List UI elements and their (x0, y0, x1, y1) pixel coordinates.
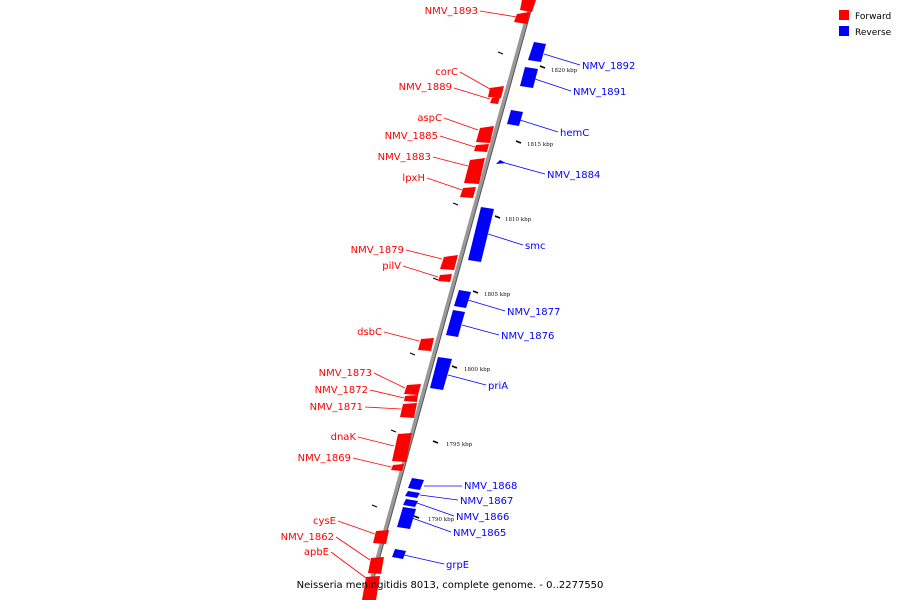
tick-1810: 1810 kbp (494, 215, 532, 223)
gene-NMV_1885[interactable] (474, 144, 489, 152)
tick-1800: 1800 kbp (451, 365, 491, 373)
label-NMV_1884[interactable]: NMV_1884 (547, 170, 600, 181)
tick-1805: 1805 kbp (472, 290, 511, 298)
gene-grpE[interactable] (392, 549, 406, 559)
label-NMV_1862[interactable]: NMV_1862 (281, 532, 334, 543)
label-NMV_1869[interactable]: NMV_1869 (298, 453, 351, 464)
label-NMV_1868[interactable]: NMV_1868 (464, 481, 517, 492)
gene-NMV_1883[interactable] (464, 158, 485, 184)
gene-NMV_1867[interactable] (405, 491, 420, 498)
label-smc[interactable]: smc (525, 241, 545, 252)
tick-label-1790: 1790 kbp (428, 517, 455, 523)
tick-label-1820: 1820 kbp (551, 68, 578, 74)
label-NMV_1873[interactable]: NMV_1873 (319, 368, 372, 379)
gene-aspC[interactable] (476, 126, 494, 143)
label-NMV_1892[interactable]: NMV_1892 (582, 61, 635, 72)
gene-NMV_1879[interactable] (440, 255, 458, 270)
gene-pilV[interactable] (438, 274, 452, 282)
tick-marks: 1820 kbp 1815 kbp 1810 kbp 1805 kbp 1800… (371, 51, 578, 523)
gene-smc[interactable] (468, 207, 494, 262)
gene-cysE[interactable] (373, 530, 389, 544)
label-NMV_1867[interactable]: NMV_1867 (460, 496, 513, 507)
label-NMV_1877[interactable]: NMV_1877 (507, 307, 560, 318)
genome-backbone (364, 0, 534, 600)
label-apbE[interactable]: apbE (304, 547, 329, 558)
label-NMV_1865[interactable]: NMV_1865 (453, 528, 506, 539)
label-NMV_1883[interactable]: NMV_1883 (378, 152, 431, 163)
gene-NMV_1876[interactable] (446, 310, 465, 337)
gene-NMV_1865[interactable] (397, 507, 416, 529)
tick-label-1795: 1795 kbp (446, 442, 473, 448)
forward-labels: NMV_1893 corC NMV_1889 aspC NMV_1885 NMV… (281, 6, 518, 579)
reverse-labels: NMV_1892 NMV_1891 hemC NMV_1884 smc NMV_… (403, 53, 635, 571)
gene-NMV_1866[interactable] (403, 499, 418, 507)
tick-1790: 1790 kbp (413, 515, 455, 523)
legend-reverse-label: Reverse (855, 28, 892, 38)
legend-reverse-swatch (839, 26, 849, 36)
tick-label-1815: 1815 kbp (527, 142, 554, 148)
gene-NMV_1884[interactable] (496, 160, 506, 164)
tick-1795: 1795 kbp (432, 440, 473, 448)
gene-NMV_1871[interactable] (400, 403, 417, 418)
label-NMV_1893[interactable]: NMV_1893 (425, 6, 478, 17)
reverse-genes (392, 42, 546, 559)
label-corC[interactable]: corC (435, 67, 458, 78)
label-NMV_1885[interactable]: NMV_1885 (385, 131, 438, 142)
tick-label-1800: 1800 kbp (464, 367, 491, 373)
gene-NMV_1889[interactable] (490, 97, 500, 104)
label-NMV_1866[interactable]: NMV_1866 (456, 512, 509, 523)
gene-NMV_1892[interactable] (528, 42, 546, 62)
label-dnaK[interactable]: dnaK (331, 432, 357, 443)
tick-label-1805: 1805 kbp (484, 292, 511, 298)
label-NMV_1876[interactable]: NMV_1876 (501, 331, 554, 342)
forward-genes (362, 0, 536, 600)
legend-forward-label: Forward (855, 12, 891, 22)
label-NMV_1871[interactable]: NMV_1871 (310, 402, 363, 413)
label-hemC[interactable]: hemC (560, 128, 589, 139)
gene-NMV_1877[interactable] (454, 290, 471, 308)
label-NMV_1879[interactable]: NMV_1879 (351, 245, 404, 256)
gene-priA[interactable] (430, 357, 452, 390)
gene-apbE[interactable] (362, 576, 380, 600)
gene-NMV_1891[interactable] (520, 67, 538, 88)
genome-caption: Neisseria meningitidis 8013, complete ge… (297, 580, 604, 591)
label-pilV[interactable]: pilV (382, 261, 401, 272)
label-aspC[interactable]: aspC (417, 113, 442, 124)
gene-NMV_1873[interactable] (404, 384, 421, 395)
legend-forward-swatch (839, 10, 849, 20)
gene-dsbC[interactable] (418, 338, 434, 351)
label-dsbC[interactable]: dsbC (357, 327, 382, 338)
label-cysE[interactable]: cysE (313, 516, 336, 527)
gene-NMV_1862[interactable] (368, 557, 384, 574)
tick-1815: 1815 kbp (515, 140, 554, 148)
label-grpE[interactable]: grpE (446, 560, 469, 571)
gene-NMV_1868[interactable] (408, 478, 424, 490)
gene-NMV_1869[interactable] (391, 464, 404, 471)
gene-NMV_1872[interactable] (404, 395, 418, 402)
gene-dnaK[interactable] (392, 433, 412, 462)
label-lpxH[interactable]: lpxH (402, 173, 425, 184)
label-NMV_1891[interactable]: NMV_1891 (573, 87, 626, 98)
legend: Forward Reverse (839, 10, 892, 38)
tick-label-1810: 1810 kbp (505, 217, 532, 223)
gene-NMV_1893[interactable] (520, 0, 536, 12)
gene-lpxH[interactable] (460, 187, 476, 198)
gene-corC[interactable] (488, 86, 504, 98)
label-priA[interactable]: priA (488, 381, 508, 392)
gene-hemC[interactable] (507, 110, 523, 126)
tick-1820: 1820 kbp (539, 65, 578, 74)
genome-backbone-shadow (367, 0, 535, 600)
label-NMV_1889[interactable]: NMV_1889 (399, 82, 452, 93)
gene-NMV_1893-b[interactable] (514, 12, 530, 24)
label-NMV_1872[interactable]: NMV_1872 (315, 385, 368, 396)
